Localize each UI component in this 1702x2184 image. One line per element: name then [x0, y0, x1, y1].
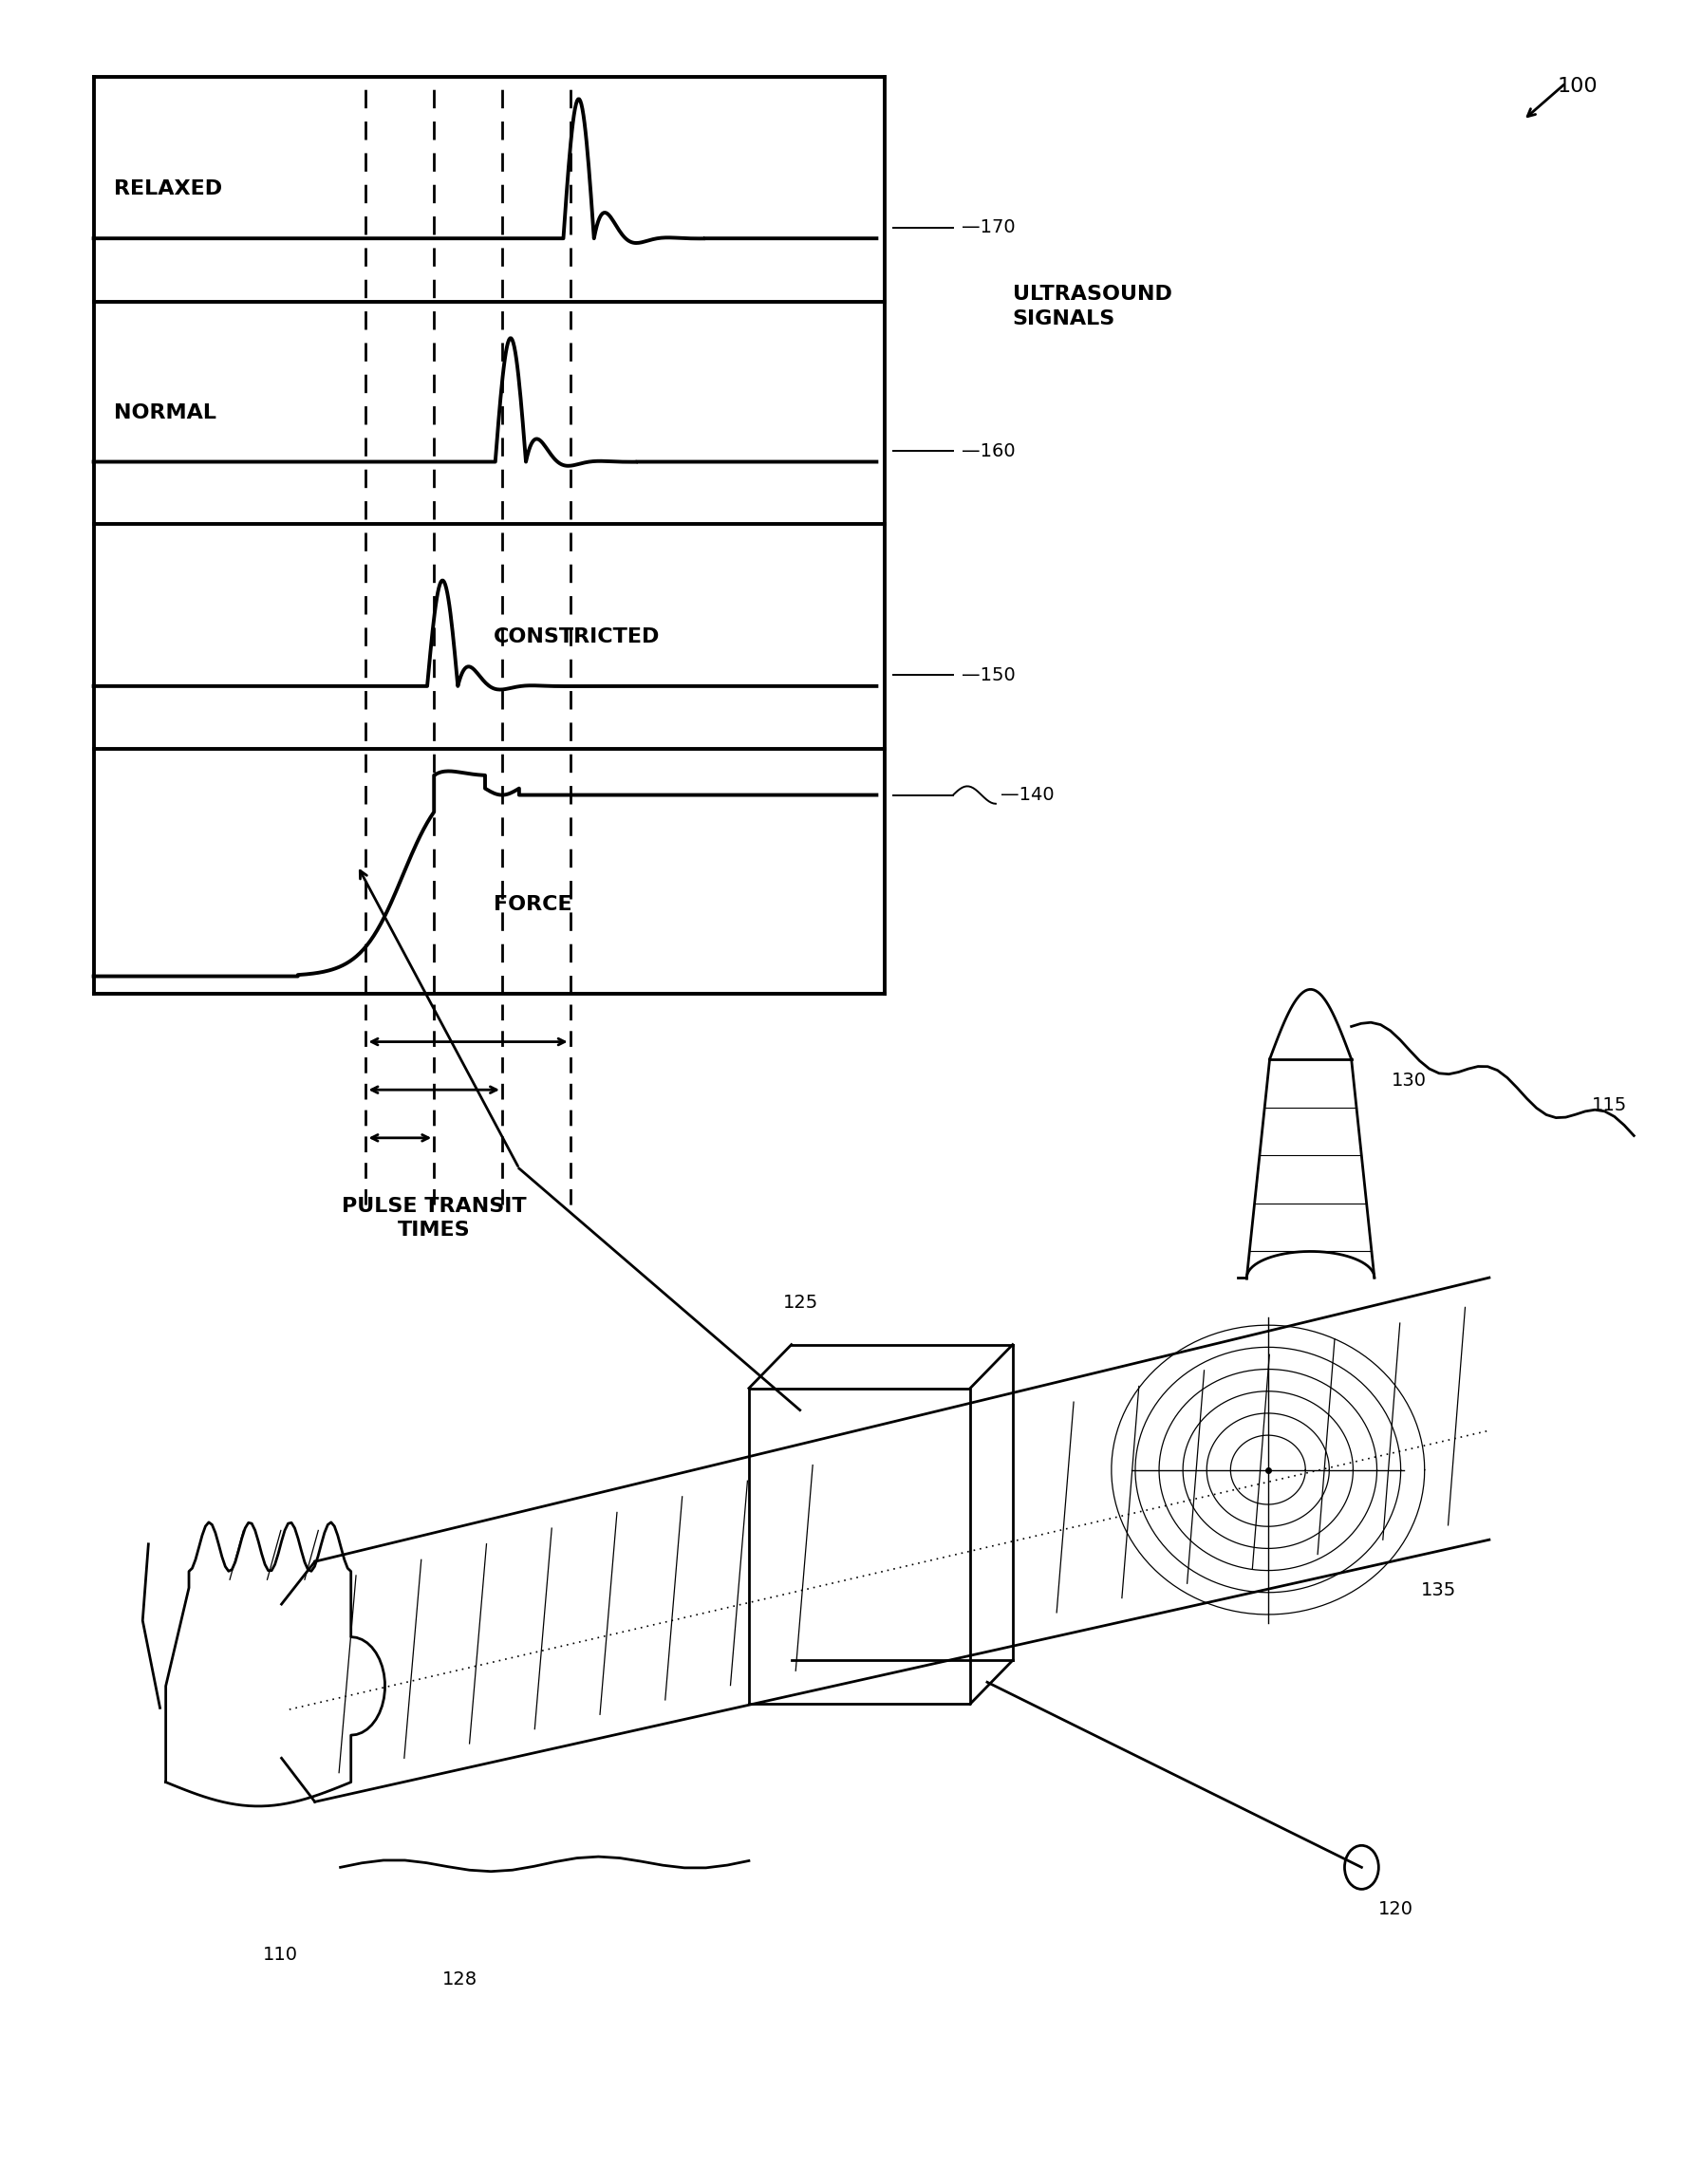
Text: ULTRASOUND
SIGNALS: ULTRASOUND SIGNALS — [1013, 284, 1173, 328]
Text: 128: 128 — [443, 1970, 477, 1987]
Text: CONSTRICTED: CONSTRICTED — [494, 627, 660, 646]
Text: —160: —160 — [962, 441, 1016, 461]
Text: NORMAL: NORMAL — [114, 404, 216, 422]
Text: FORCE: FORCE — [494, 895, 572, 913]
Text: 100: 100 — [1557, 76, 1598, 96]
Text: PULSE TRANSIT
TIMES: PULSE TRANSIT TIMES — [342, 1197, 526, 1238]
Text: —170: —170 — [962, 218, 1016, 236]
Text: 135: 135 — [1421, 1581, 1457, 1599]
Text: 110: 110 — [264, 1946, 298, 1963]
Text: RELAXED: RELAXED — [114, 179, 223, 199]
Text: 130: 130 — [1392, 1072, 1426, 1090]
Text: 115: 115 — [1591, 1096, 1627, 1114]
Text: 125: 125 — [783, 1293, 819, 1313]
Text: —140: —140 — [1001, 786, 1055, 804]
Text: 120: 120 — [1379, 1900, 1414, 1918]
Text: —150: —150 — [962, 666, 1016, 684]
